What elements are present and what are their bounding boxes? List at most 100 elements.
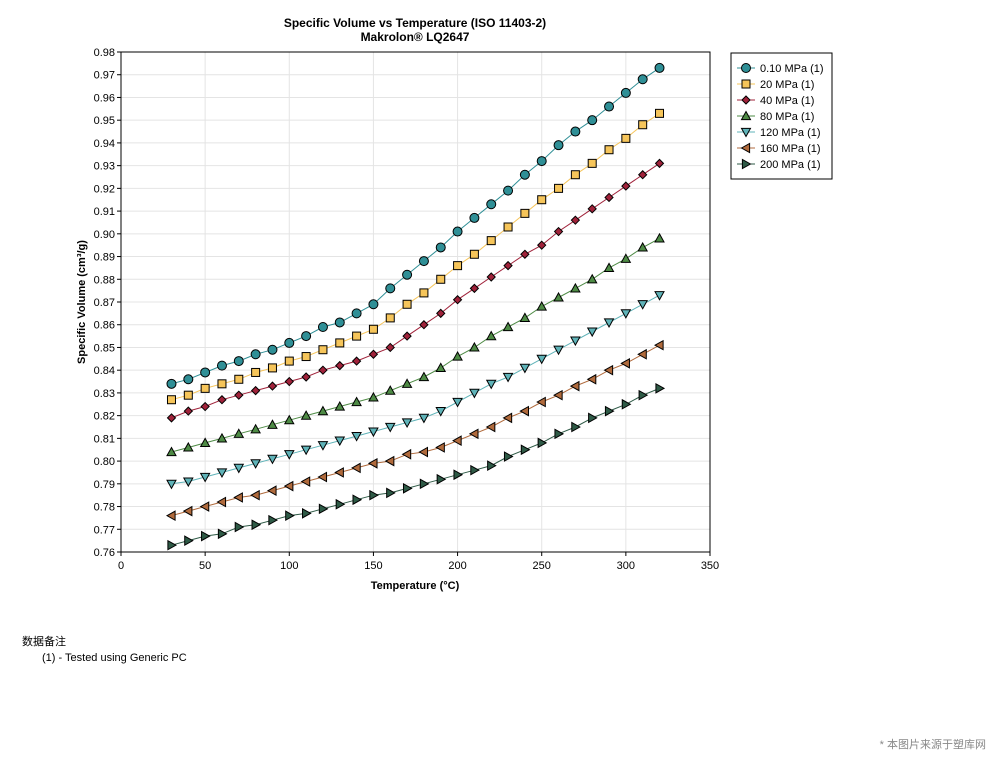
data-point: [217, 395, 227, 405]
data-point: [234, 374, 244, 384]
x-tick-label: 0: [118, 560, 124, 572]
data-point: [452, 435, 462, 446]
data-point: [654, 291, 665, 301]
data-point: [352, 494, 363, 506]
data-point: [537, 195, 547, 205]
data-point: [569, 380, 580, 392]
data-point: [620, 309, 632, 319]
y-tick-label: 0.82: [94, 411, 115, 423]
legend-label: 0.10 MPa (1): [760, 63, 824, 75]
data-point: [435, 406, 447, 417]
data-point: [537, 240, 547, 250]
data-point: [267, 454, 278, 465]
data-point: [351, 396, 362, 407]
data-point: [436, 274, 446, 284]
legend-label: 80 MPa (1): [760, 111, 814, 123]
chart-title: Specific Volume vs Temperature (ISO 1140…: [284, 16, 546, 30]
data-point: [741, 79, 751, 89]
data-point: [352, 331, 362, 341]
data-point: [553, 389, 563, 401]
data-point: [250, 489, 260, 501]
data-point: [334, 401, 346, 411]
data-point: [586, 273, 598, 284]
y-tick-label: 0.84: [94, 365, 115, 377]
data-point: [182, 441, 194, 452]
data-point: [419, 320, 429, 330]
data-point: [167, 539, 178, 551]
data-point: [199, 472, 211, 483]
series-layer: [165, 62, 666, 551]
data-point: [436, 308, 446, 319]
data-point: [587, 115, 598, 126]
data-point: [369, 489, 379, 501]
y-tick-label: 0.83: [94, 388, 115, 400]
data-point: [267, 344, 278, 355]
data-point: [519, 169, 530, 180]
data-point: [469, 212, 480, 223]
data-point: [402, 299, 412, 309]
data-point: [586, 327, 598, 338]
data-point: [183, 406, 194, 416]
data-point: [503, 185, 514, 196]
data-point: [335, 498, 346, 510]
series-0-10-mpa: [166, 62, 665, 389]
data-point: [267, 363, 277, 373]
data-point: [166, 395, 176, 405]
data-point: [655, 108, 665, 118]
data-point: [385, 342, 395, 353]
data-point: [452, 226, 463, 237]
data-point: [317, 441, 329, 451]
data-point: [502, 372, 514, 383]
y-tick-label: 0.76: [94, 547, 115, 559]
data-point: [620, 358, 630, 369]
data-point: [200, 383, 210, 393]
data-point: [536, 156, 547, 167]
data-point: [553, 291, 564, 302]
data-point: [603, 262, 615, 273]
data-point: [216, 360, 227, 371]
y-tick-label: 0.89: [94, 252, 115, 264]
data-point: [216, 496, 227, 508]
data-point: [637, 300, 649, 310]
data-point: [335, 360, 345, 371]
data-point: [654, 232, 665, 243]
axes: 0.76 0.77 0.78 0.79 0.80 0.81 0.82 0.83 0.84 0.85…: [94, 47, 720, 572]
data-point: [166, 479, 177, 490]
legend-item: 120 MPa (1): [737, 127, 821, 139]
data-point: [283, 414, 295, 425]
data-point: [485, 330, 497, 341]
data-point: [741, 63, 751, 73]
data-point: [637, 348, 647, 360]
data-point: [284, 356, 294, 366]
data-point: [436, 473, 447, 485]
data-point: [638, 120, 648, 130]
data-point: [637, 241, 649, 252]
data-point: [402, 483, 413, 494]
data-point: [285, 510, 295, 521]
data-point: [351, 462, 361, 474]
y-tick-label: 0.91: [94, 206, 115, 218]
data-point: [419, 288, 429, 298]
data-point: [267, 419, 278, 429]
data-point: [604, 405, 615, 417]
data-point: [519, 363, 531, 374]
x-tick-label: 250: [533, 560, 551, 572]
data-point: [318, 345, 328, 355]
data-point: [401, 448, 412, 460]
data-point: [250, 423, 261, 434]
data-point: [334, 317, 345, 328]
data-point: [368, 391, 379, 402]
data-point: [233, 463, 245, 474]
data-point: [351, 431, 362, 442]
y-tick-label: 0.94: [94, 138, 115, 150]
data-point: [435, 442, 445, 453]
data-point: [418, 446, 429, 458]
legend-label: 160 MPa (1): [760, 143, 821, 155]
data-point: [301, 372, 311, 382]
legend-item: 80 MPa (1): [737, 110, 814, 123]
data-point: [284, 376, 294, 387]
data-point: [485, 379, 497, 390]
series-160-mpa: [165, 339, 664, 521]
data-point: [520, 208, 530, 218]
data-point: [182, 477, 194, 488]
